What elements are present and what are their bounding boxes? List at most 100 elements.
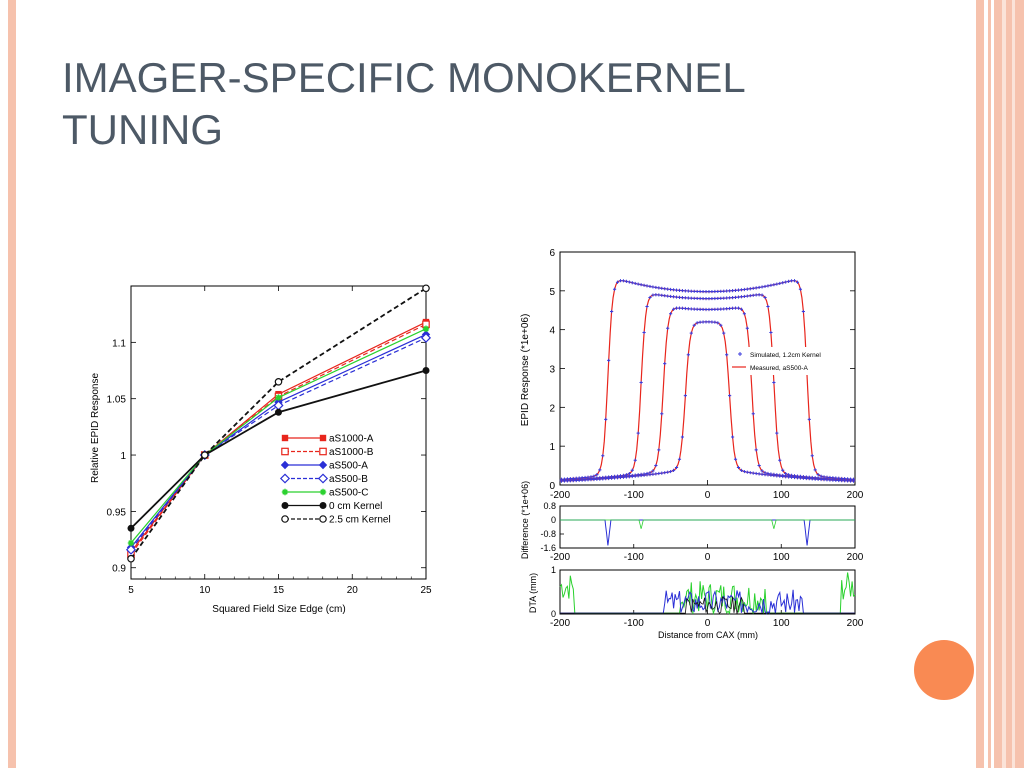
simulated-point bbox=[822, 478, 826, 482]
simulated-point bbox=[604, 417, 608, 422]
response-ytick-label: 1 bbox=[549, 442, 555, 453]
chart1-xtick-label: 10 bbox=[199, 585, 211, 596]
simulated-point bbox=[775, 431, 779, 435]
simulated-point bbox=[722, 331, 726, 335]
chart1-xtick-label: 20 bbox=[347, 585, 359, 596]
simulated-point bbox=[754, 471, 758, 476]
simulated-point bbox=[574, 478, 578, 483]
simulated-point bbox=[757, 463, 761, 468]
simulated-point bbox=[745, 287, 749, 291]
legend-label: aS500-A bbox=[329, 461, 368, 472]
simulated-point bbox=[804, 476, 808, 481]
chart1-ytick-label: 1.05 bbox=[107, 395, 127, 406]
simulated-point bbox=[657, 286, 661, 290]
simulated-point bbox=[654, 285, 658, 290]
simulated-point bbox=[713, 289, 717, 294]
simulated-point bbox=[704, 320, 708, 324]
chart2-ylabel-response: EPID Response (*1e+06) bbox=[520, 314, 531, 427]
difference-line-blue bbox=[560, 519, 855, 546]
simulated-point bbox=[778, 474, 782, 478]
simulated-point bbox=[677, 457, 682, 461]
simulated-point bbox=[831, 478, 835, 482]
dta-xtick-label: 100 bbox=[773, 618, 790, 629]
simulated-point bbox=[713, 296, 717, 301]
simulated-point bbox=[722, 307, 726, 311]
title-line-2: TUNING bbox=[62, 106, 223, 153]
simulated-point bbox=[686, 296, 690, 300]
simulated-point bbox=[789, 475, 794, 479]
chart1-ytick-label: 1 bbox=[120, 451, 126, 462]
simulated-point bbox=[719, 296, 723, 300]
legend-label: aS1000-B bbox=[329, 447, 374, 458]
simulated-point bbox=[674, 465, 679, 470]
simulated-point bbox=[601, 477, 605, 481]
simulated-point bbox=[683, 296, 687, 300]
simulated-point bbox=[657, 293, 661, 297]
series-line-0-cm-kernel bbox=[130, 369, 427, 529]
simulated-point bbox=[669, 469, 673, 474]
simulated-point bbox=[695, 307, 699, 311]
simulated-point bbox=[565, 479, 569, 483]
chart1-xtick-label: 25 bbox=[420, 585, 432, 596]
simulated-point bbox=[666, 326, 670, 330]
difference-plot-frame bbox=[559, 505, 856, 549]
simulated-point bbox=[722, 296, 726, 300]
legend-marker bbox=[319, 447, 327, 456]
simulated-point bbox=[683, 394, 687, 398]
simulated-point bbox=[630, 474, 634, 479]
simulated-point bbox=[695, 321, 699, 325]
simulated-point bbox=[604, 477, 608, 481]
simulated-point bbox=[627, 280, 631, 284]
simulated-point bbox=[610, 476, 614, 480]
simulated-point bbox=[636, 282, 640, 286]
profile-comparison-chart: EPID Response (*1e+06) Difference (*1e+0… bbox=[520, 248, 864, 640]
response-ytick-label: 6 bbox=[549, 248, 555, 259]
series-line-as1000-a bbox=[130, 321, 427, 553]
simulated-point bbox=[630, 468, 634, 472]
simulated-point bbox=[728, 306, 732, 311]
simulated-point bbox=[736, 288, 741, 292]
simulated-point bbox=[692, 323, 696, 327]
simulated-point bbox=[701, 296, 705, 301]
simulated-point bbox=[739, 295, 744, 299]
simulated-point bbox=[781, 468, 785, 472]
response-ytick-label: 2 bbox=[549, 403, 555, 414]
simulated-point bbox=[763, 472, 767, 477]
difference-line-green bbox=[560, 519, 855, 529]
simulated-point bbox=[710, 320, 714, 324]
legend-marker bbox=[280, 460, 290, 470]
data-point bbox=[127, 554, 135, 563]
simulated-point bbox=[663, 361, 667, 366]
simulated-point bbox=[730, 306, 735, 310]
simulated-point bbox=[843, 479, 847, 483]
simulated-point bbox=[828, 478, 832, 482]
difference-xtick-label: -200 bbox=[550, 552, 570, 563]
legend-marker bbox=[319, 434, 327, 442]
slide-title: IMAGER-SPECIFIC MONOKERNEL TUNING bbox=[62, 52, 882, 156]
legend-label: 0 cm Kernel bbox=[329, 501, 382, 512]
simulated-point bbox=[686, 307, 690, 311]
simulated-point bbox=[772, 283, 776, 287]
simulated-point bbox=[680, 296, 685, 300]
chart1-xtick-label: 15 bbox=[273, 585, 285, 596]
simulated-point bbox=[648, 284, 652, 289]
simulated-point bbox=[595, 473, 599, 477]
dta-ytick-label: 0 bbox=[551, 609, 556, 619]
simulated-point bbox=[754, 293, 758, 297]
simulated-point bbox=[645, 473, 649, 477]
simulated-point bbox=[751, 471, 755, 475]
simulated-point bbox=[677, 295, 682, 299]
simulated-point bbox=[725, 353, 729, 357]
simulated-point bbox=[663, 471, 667, 475]
dta-xtick-label: -200 bbox=[550, 618, 570, 629]
simulated-point bbox=[639, 380, 643, 385]
response-ytick-label: 3 bbox=[549, 365, 555, 376]
simulated-point bbox=[660, 471, 664, 475]
simulated-point bbox=[577, 478, 581, 482]
simulated-point bbox=[645, 304, 649, 309]
simulated-point bbox=[621, 475, 626, 479]
simulated-point bbox=[745, 294, 749, 298]
simulated-point bbox=[701, 289, 705, 294]
simulated-point bbox=[580, 478, 584, 482]
legend-marker bbox=[319, 502, 327, 509]
